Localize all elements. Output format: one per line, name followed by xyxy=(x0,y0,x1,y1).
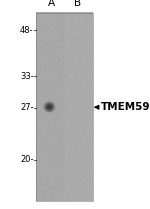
Text: 20-: 20- xyxy=(20,155,34,164)
Text: 48-: 48- xyxy=(20,26,34,35)
Bar xyxy=(36,13,93,201)
Text: A: A xyxy=(47,0,55,8)
Text: 27-: 27- xyxy=(20,103,34,112)
Text: B: B xyxy=(74,0,82,8)
Text: 33-: 33- xyxy=(20,72,34,81)
Text: TMEM59: TMEM59 xyxy=(101,102,150,112)
